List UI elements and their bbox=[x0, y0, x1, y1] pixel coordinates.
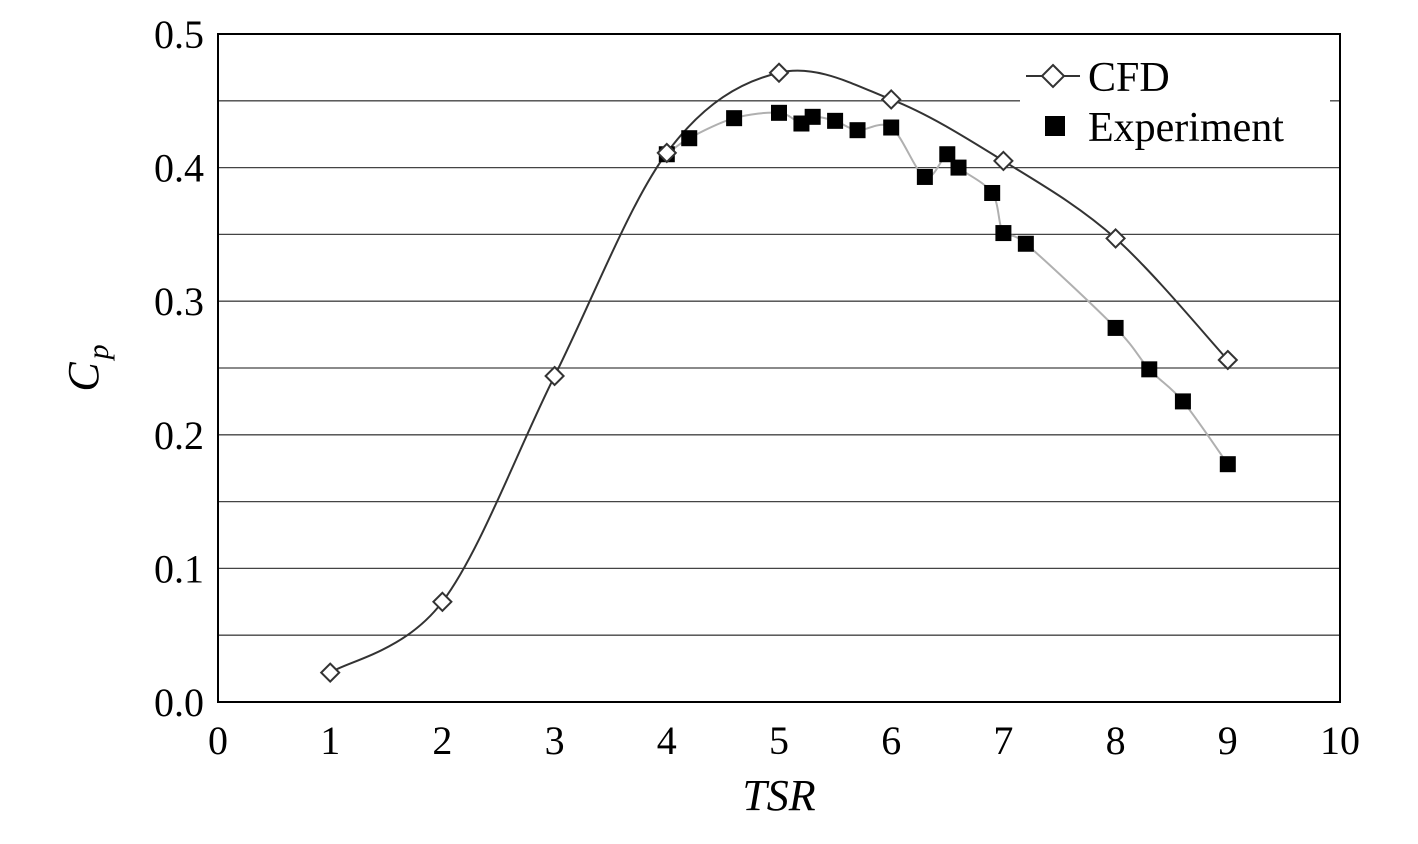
cfd-point bbox=[880, 89, 902, 110]
cfd-point bbox=[768, 62, 790, 84]
experiment-point bbox=[726, 110, 743, 127]
y-axis-symbol: C bbox=[59, 362, 108, 392]
cfd-point bbox=[992, 150, 1014, 172]
y-tick-label: 0.4 bbox=[154, 146, 204, 191]
tick-labels: 0 1 2 3 4 5 6 7 8 9 10 0.0 0.1 0.2 0.3 0.4 0.5 bbox=[154, 12, 1360, 763]
cfd-point bbox=[544, 365, 566, 387]
experiment-point bbox=[916, 168, 933, 185]
x-tick-label: 6 bbox=[881, 718, 901, 763]
y-tick-label: 0.5 bbox=[154, 12, 204, 57]
series-lines bbox=[329, 69, 1229, 674]
y-tick-label: 0.0 bbox=[154, 680, 204, 725]
experiment-point bbox=[849, 122, 866, 139]
experiment-point bbox=[950, 159, 967, 176]
legend-experiment-marker bbox=[1045, 116, 1065, 136]
cfd-point bbox=[319, 662, 341, 684]
x-tick-label: 2 bbox=[432, 718, 452, 763]
y-axis-subscript: p bbox=[82, 344, 115, 361]
grid-lines bbox=[218, 100, 1340, 636]
cfd-point bbox=[1105, 227, 1127, 249]
x-axis-title: TSR bbox=[742, 771, 815, 820]
y-tick-label: 0.2 bbox=[154, 413, 204, 458]
cfd-point bbox=[656, 142, 678, 164]
cfd-point bbox=[1217, 349, 1239, 371]
experiment-point bbox=[1219, 456, 1236, 473]
experiment-point bbox=[1107, 319, 1124, 336]
experiment-point bbox=[771, 104, 787, 121]
experiment-point bbox=[681, 130, 698, 147]
cfd-series-line bbox=[329, 69, 1229, 674]
experiment-point bbox=[995, 225, 1012, 242]
plot-area-frame bbox=[217, 33, 1341, 703]
x-tick-label: 0 bbox=[208, 718, 228, 763]
experiment-point bbox=[1017, 235, 1034, 252]
experiment-point bbox=[939, 146, 956, 163]
x-tick-label: 5 bbox=[769, 718, 789, 763]
experiment-point bbox=[804, 108, 821, 125]
legend-cfd-label: CFD bbox=[1088, 55, 1170, 101]
x-tick-label: 1 bbox=[320, 718, 340, 763]
experiment-series-line bbox=[666, 111, 1229, 465]
cfd-point bbox=[431, 591, 453, 613]
experiment-point bbox=[883, 119, 900, 136]
legend-background bbox=[1020, 50, 1330, 160]
x-tick-label: 10 bbox=[1320, 718, 1360, 763]
y-tick-label: 0.3 bbox=[154, 279, 204, 324]
y-axis-title: Cp bbox=[59, 344, 115, 391]
data-markers bbox=[319, 62, 1239, 684]
experiment-point bbox=[1174, 393, 1191, 410]
experiment-point bbox=[1141, 361, 1158, 378]
x-tick-label: 7 bbox=[993, 718, 1013, 763]
y-tick-label: 0.1 bbox=[154, 546, 204, 591]
legend-experiment-label: Experiment bbox=[1088, 105, 1284, 151]
x-tick-label: 4 bbox=[657, 718, 677, 763]
x-tick-label: 9 bbox=[1218, 718, 1238, 763]
experiment-point bbox=[984, 184, 1001, 201]
x-tick-label: 3 bbox=[545, 718, 565, 763]
experiment-point bbox=[827, 112, 844, 129]
legend-cfd-marker bbox=[1040, 63, 1066, 89]
x-tick-label: 8 bbox=[1106, 718, 1126, 763]
